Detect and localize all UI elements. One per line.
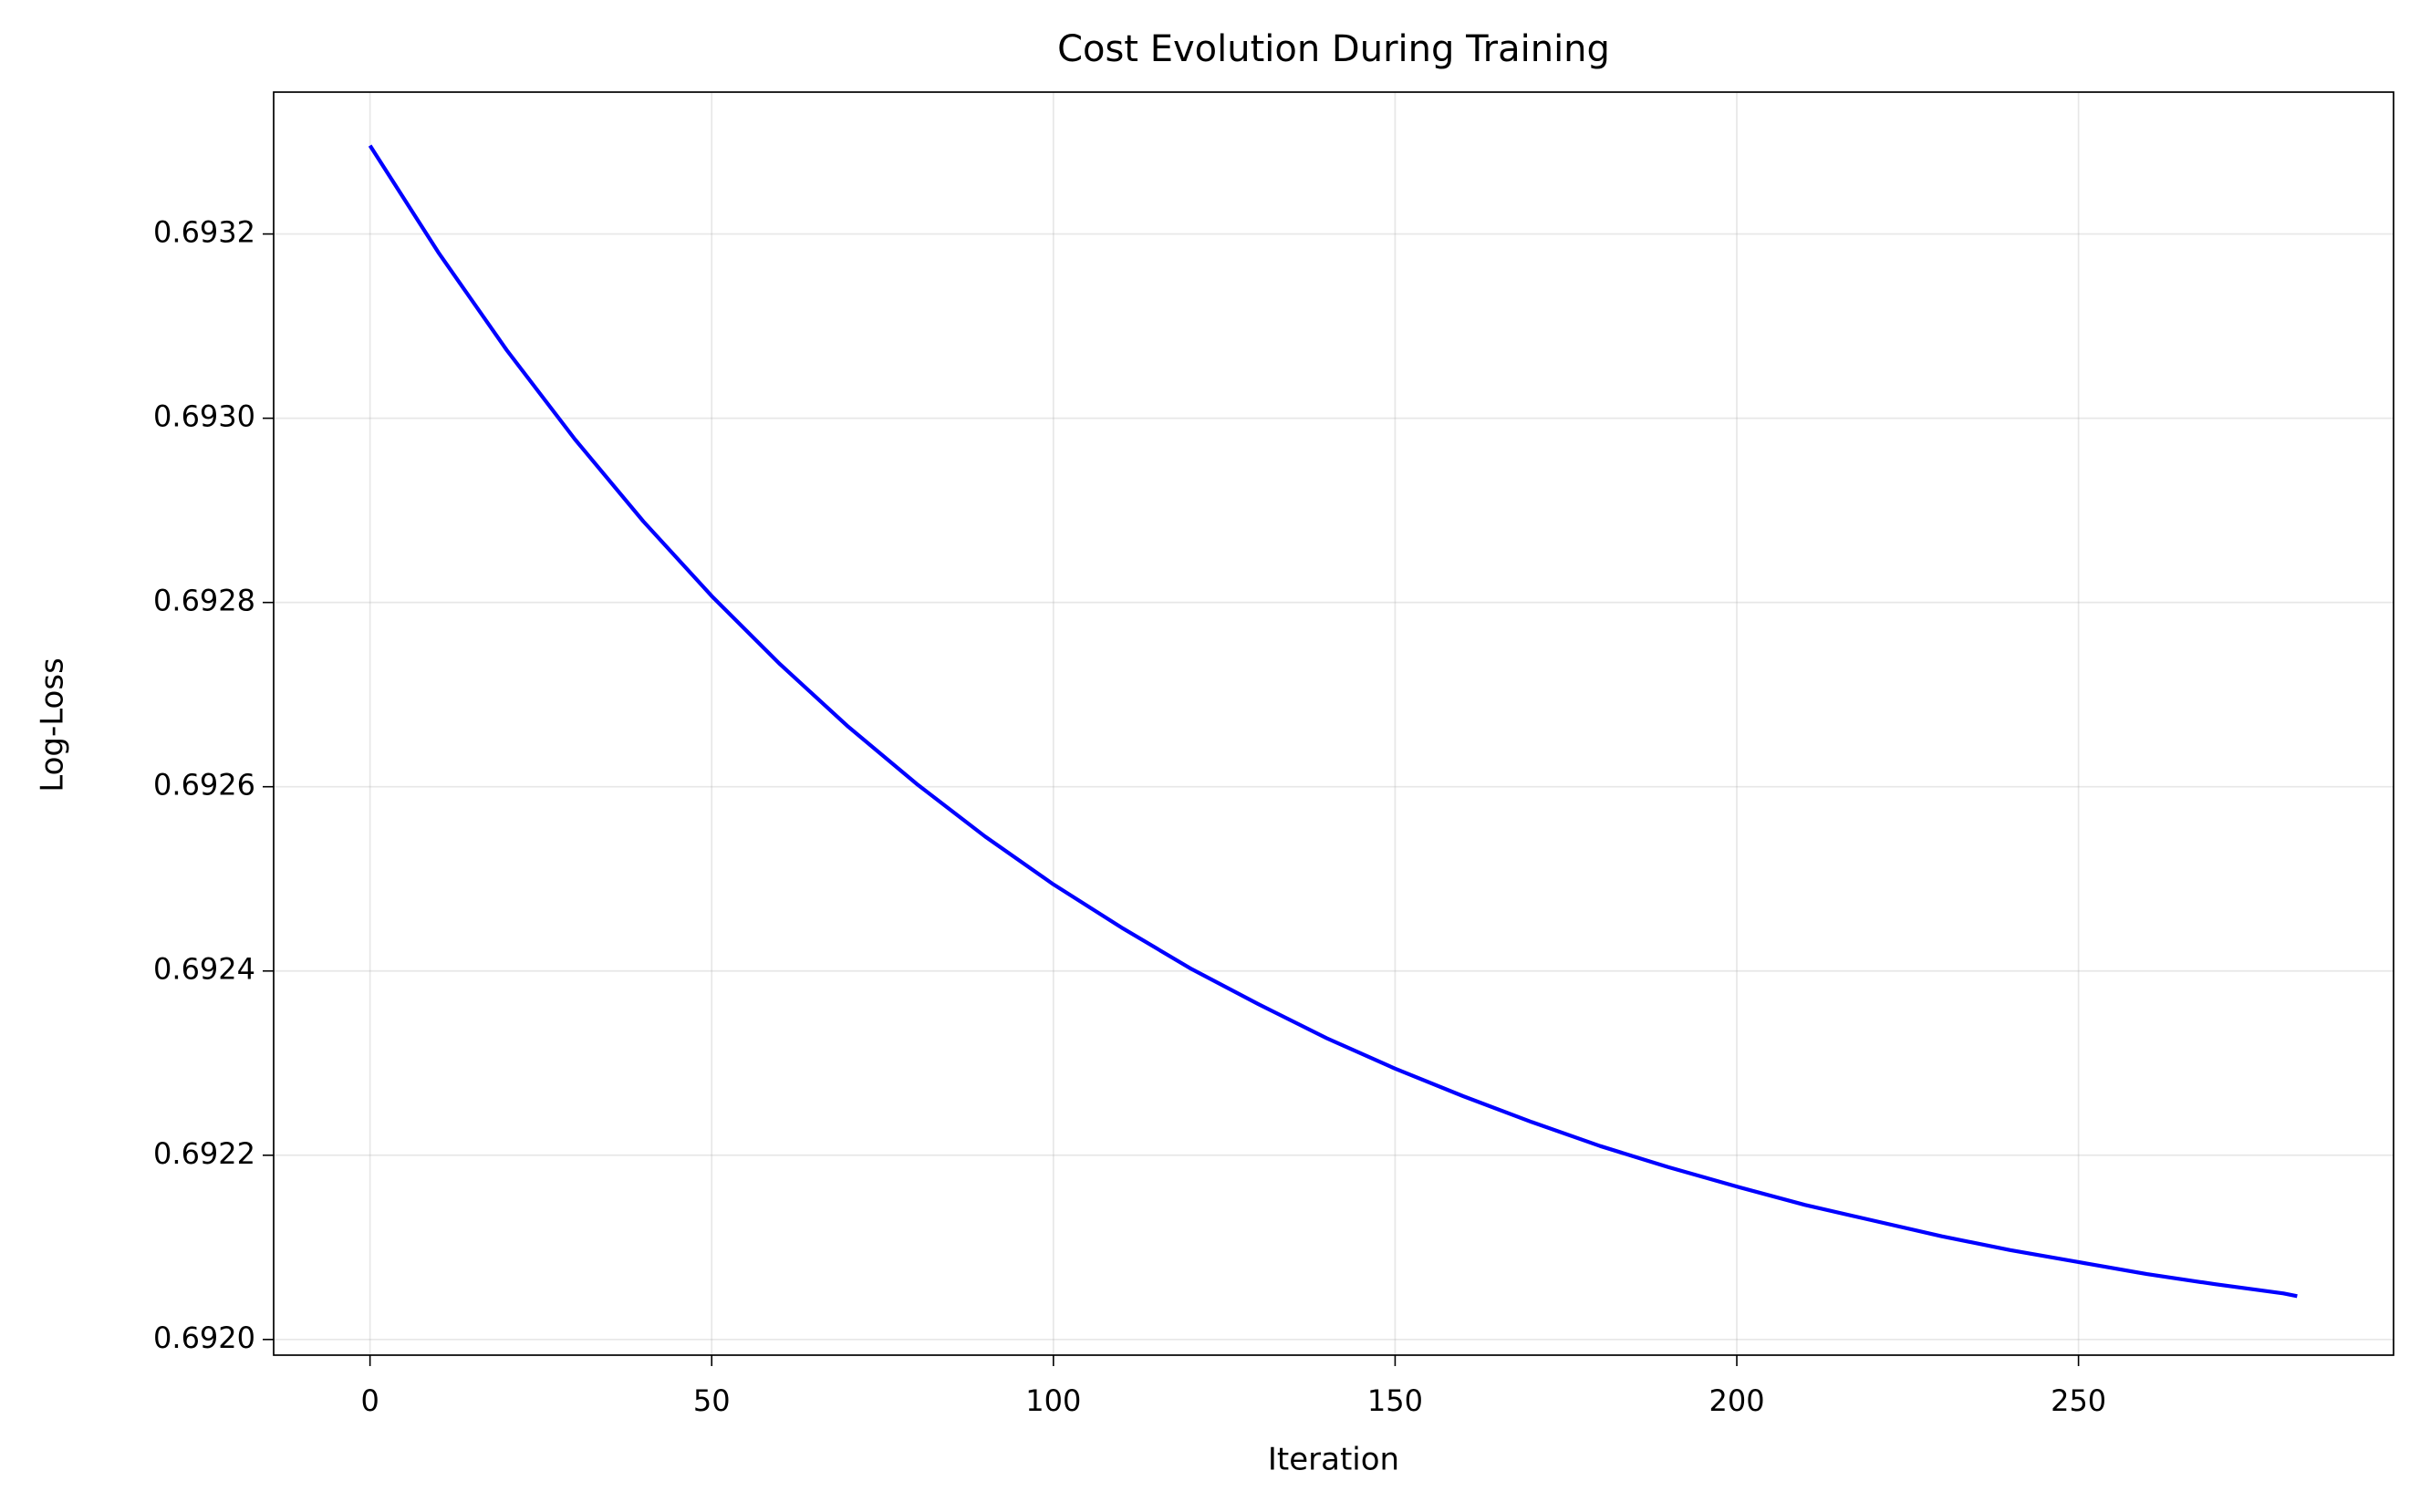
x-tick-label: 50 xyxy=(693,1383,731,1418)
y-tick-label: 0.6924 xyxy=(153,952,255,987)
y-tick-label: 0.6928 xyxy=(153,584,255,618)
x-tick-label: 200 xyxy=(1709,1383,1764,1418)
y-tick-label: 0.6922 xyxy=(153,1136,255,1171)
plot-frame xyxy=(273,91,2394,1356)
x-tick-label: 250 xyxy=(2051,1383,2106,1418)
y-tick-label: 0.6920 xyxy=(153,1320,255,1355)
x-axis-label: Iteration xyxy=(1268,1442,1399,1478)
y-axis-label: Log-Loss xyxy=(35,658,71,792)
y-tick-label: 0.6930 xyxy=(153,399,255,434)
x-tick-label: 150 xyxy=(1367,1383,1423,1418)
x-tick-label: 0 xyxy=(360,1383,379,1418)
chart-title: Cost Evolution During Training xyxy=(1057,28,1610,70)
line-series xyxy=(368,144,2298,1299)
x-tick-label: 100 xyxy=(1025,1383,1081,1418)
y-tick-label: 0.6932 xyxy=(153,215,255,250)
y-tick-label: 0.6926 xyxy=(153,768,255,803)
